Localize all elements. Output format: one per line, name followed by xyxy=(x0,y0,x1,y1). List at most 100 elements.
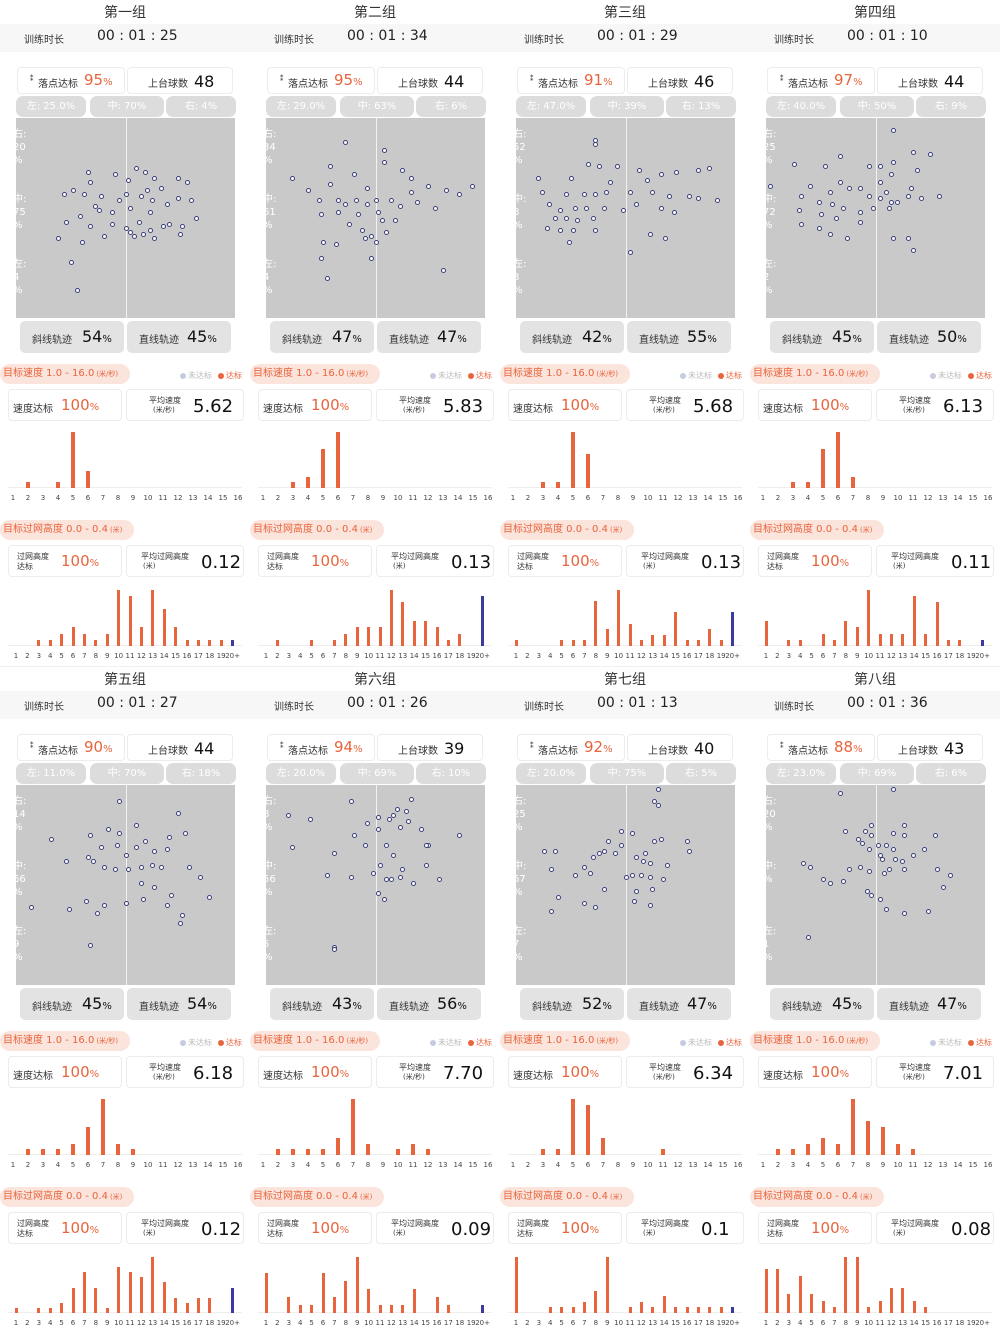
speed-legend: 未达标 达标 xyxy=(180,1037,242,1048)
landing-dot xyxy=(158,186,164,191)
landing-dot xyxy=(134,823,140,828)
zone-right-value: 4% xyxy=(201,101,218,112)
landing-dot xyxy=(928,152,934,157)
avg-speed-card: 平均速度 (米/秒) 5.62 xyxy=(126,389,244,421)
height-tick-label: 10 xyxy=(864,652,874,660)
landing-dot xyxy=(362,236,368,241)
landing-dot xyxy=(910,853,916,858)
landing-dot xyxy=(805,935,811,940)
height-bar xyxy=(696,1307,700,1313)
height-tick-label: 8 xyxy=(343,652,349,660)
hit-dot xyxy=(968,372,974,379)
zone-right-label: 右: xyxy=(934,101,949,112)
landing-dot xyxy=(590,216,596,221)
landing-dot xyxy=(542,849,548,854)
height-bar xyxy=(571,640,575,646)
speed-ok-value: 100% xyxy=(811,1063,849,1081)
side-left-label: 左: 2% xyxy=(763,258,776,297)
landing-dot xyxy=(858,220,864,225)
landing-dot xyxy=(687,849,692,854)
avg-height-card: 平均过网高度 (米) 0.13 xyxy=(376,545,494,577)
diag-label: 斜线轨迹 xyxy=(532,1002,572,1013)
landing-dot xyxy=(406,819,412,824)
speed-tick-label: 5 xyxy=(820,1161,826,1169)
duration-value: 00 : 01 : 34 xyxy=(347,28,428,44)
zone-mid-label: 中: xyxy=(857,101,872,112)
height-bar xyxy=(378,627,382,646)
landing-dot xyxy=(564,192,570,197)
speed-ok-card: 速度达标 100% xyxy=(258,389,372,421)
height-bar xyxy=(639,1301,643,1313)
speed-tick-label: 16 xyxy=(233,494,243,502)
diag-label: 斜线轨迹 xyxy=(282,1002,322,1013)
group-title: 第八组 xyxy=(854,672,896,688)
height-tick-label: 15 xyxy=(421,1319,431,1327)
avg-speed-label: 平均速度 xyxy=(899,1063,931,1072)
diag-pct: % xyxy=(602,1001,612,1012)
balls-value: 44 xyxy=(194,739,215,758)
landing-value: 90% xyxy=(84,738,113,756)
height-tick-label: 15 xyxy=(421,652,431,660)
side-mid-label: 中: 75% xyxy=(13,193,26,232)
side-right-pct: % xyxy=(763,155,773,166)
height-bar xyxy=(787,639,791,646)
target-icon: ⁑ xyxy=(280,742,284,750)
landing-dot xyxy=(901,911,907,916)
landing-dot xyxy=(138,865,144,870)
height-tick-label: 20+ xyxy=(225,1319,240,1327)
landing-dot xyxy=(667,194,673,199)
speed-tick-label: 6 xyxy=(585,1161,591,1169)
speed-ok-number: 100 xyxy=(311,1063,340,1081)
height-ok-pct: % xyxy=(589,558,600,569)
speed-bar xyxy=(881,1127,885,1155)
height-ok-label-2: 达标 xyxy=(267,562,283,571)
height-ok-card: 过网高度 达标 100% xyxy=(258,1212,372,1244)
landing-dot xyxy=(456,192,462,197)
speed-tick-label: 16 xyxy=(983,1161,993,1169)
speed-bar xyxy=(426,1149,430,1155)
speed-tick-label: 5 xyxy=(570,1161,576,1169)
height-bar xyxy=(117,1267,121,1313)
straight-trajectory: 直线轨迹 47% xyxy=(377,321,481,353)
zone-right: 右: 4% xyxy=(166,96,236,117)
speed-tick-label: 9 xyxy=(880,1161,886,1169)
zone-right: 右: 6% xyxy=(916,763,986,784)
speed-tick-label: 9 xyxy=(130,494,136,502)
landing-dot xyxy=(866,869,872,874)
speed-tick-label: 7 xyxy=(100,494,106,502)
height-tick-label: 1 xyxy=(13,1319,19,1327)
landing-dot xyxy=(165,847,171,852)
avg-speed-card: 平均速度 (米/秒) 5.68 xyxy=(626,389,744,421)
speed-histogram: 1 2 3 4 5 6 7 8 9 10 11 12 13 14 15 16 xyxy=(0,1095,250,1169)
diag-pct: % xyxy=(352,334,362,345)
landing-dot xyxy=(29,905,35,910)
speed-tick-label: 14 xyxy=(703,494,713,502)
landing-dot xyxy=(557,208,563,213)
height-bar xyxy=(264,1273,268,1313)
landing-dot xyxy=(906,236,912,241)
landing-dot xyxy=(921,847,927,852)
height-tick-label: 3 xyxy=(286,652,292,660)
group-title: 第一组 xyxy=(104,5,146,21)
landing-dot xyxy=(64,859,70,864)
landing-dot xyxy=(888,200,894,205)
side-right-value: 25 xyxy=(513,809,526,820)
avg-speed-value: 6.13 xyxy=(943,396,984,417)
speed-bar xyxy=(776,1149,780,1155)
landing-dot xyxy=(351,172,357,177)
speed-tick-label: 7 xyxy=(600,494,606,502)
speed-tick-label: 4 xyxy=(555,1161,561,1169)
speed-bar xyxy=(396,1149,400,1155)
speed-tick-label: 13 xyxy=(688,494,698,502)
avg-speed-card: 平均速度 (米/秒) 5.83 xyxy=(376,389,494,421)
landing-card: ⁑ 落点达标 88% xyxy=(767,734,875,761)
target-speed-unit: (米/秒) xyxy=(346,370,369,378)
landing-dot xyxy=(862,829,868,834)
landing-dot xyxy=(182,831,188,836)
straight-label: 直线轨迹 xyxy=(139,1002,179,1013)
speed-ok-number: 100 xyxy=(61,1063,90,1081)
speed-axis xyxy=(508,1154,742,1155)
speed-tick-label: 8 xyxy=(365,494,371,502)
landing-dot xyxy=(647,232,653,237)
height-tick-label: 2 xyxy=(25,1319,30,1327)
